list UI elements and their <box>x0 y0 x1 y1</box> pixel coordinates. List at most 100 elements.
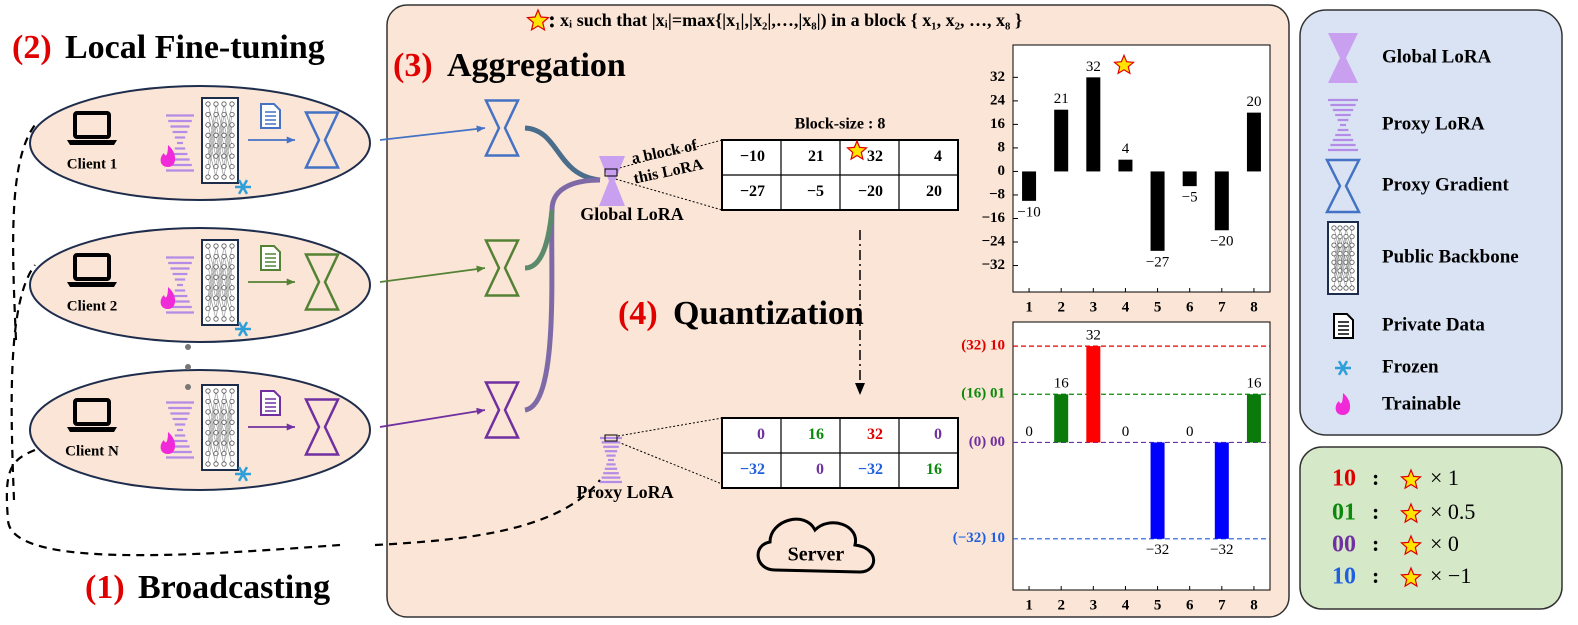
x-tick-label: 4 <box>1122 597 1130 613</box>
table-cell: 20 <box>926 183 942 200</box>
broadcast-path <box>10 264 36 501</box>
backbone-node <box>213 253 219 260</box>
merge-curve <box>524 177 601 413</box>
code: 10 <box>1332 466 1356 492</box>
x-tick-label: 3 <box>1090 597 1098 613</box>
x-tick-label: 8 <box>1250 299 1258 315</box>
backbone-node <box>221 253 227 260</box>
laptop-screen <box>73 253 111 281</box>
code: 00 <box>1332 532 1356 558</box>
y-tick-label: 32 <box>990 69 1005 85</box>
star <box>1113 53 1135 75</box>
laptop-base <box>67 140 117 145</box>
arrowhead <box>476 125 485 133</box>
legend-panel <box>1299 9 1563 436</box>
backbone-edge <box>207 432 217 465</box>
backbone-node <box>205 274 211 280</box>
snowflake <box>1337 360 1349 376</box>
backbone-node <box>1343 285 1349 291</box>
backbone-node <box>221 101 227 107</box>
backbone-node <box>221 174 227 180</box>
backbone-node <box>213 419 219 425</box>
backbone-edge <box>215 245 225 278</box>
step-title: Local Fine-tuning <box>65 29 325 66</box>
table-cell: 32 <box>867 148 883 165</box>
client-ellipse <box>29 227 371 343</box>
colon: : <box>1372 465 1379 490</box>
broadcast-path <box>374 479 601 547</box>
broadcast-path <box>12 124 36 341</box>
bar <box>1086 346 1101 443</box>
hourglass <box>484 239 520 297</box>
table-cell: 4 <box>934 148 942 165</box>
flame <box>160 432 176 454</box>
merge-curve <box>524 125 601 183</box>
legend-label: Private Data <box>1382 314 1485 335</box>
value-label: −20 <box>1210 234 1233 250</box>
backbone-node <box>1349 268 1355 274</box>
backbone-node <box>1337 285 1343 291</box>
global-lora-label: Global LoRA <box>580 204 684 224</box>
backbone-node <box>213 101 219 107</box>
backbone-node <box>205 440 211 446</box>
backbone-node <box>1349 251 1355 257</box>
hourglass <box>1324 158 1362 214</box>
backbone-edge <box>215 287 225 320</box>
backbone-edge <box>223 145 233 178</box>
hourglass <box>304 253 340 311</box>
backbone-edge <box>1333 262 1341 289</box>
backbone-node <box>229 461 235 467</box>
backbone-node <box>221 430 227 436</box>
backbone-node <box>1343 233 1349 240</box>
arrowhead <box>286 278 295 286</box>
bar <box>1054 109 1069 172</box>
backbone-node <box>1337 233 1343 240</box>
backbone-node <box>221 243 227 249</box>
flame <box>160 145 176 167</box>
table-cell: 16 <box>926 461 942 478</box>
definition: xᵢ such that |xᵢ|=max{|x₁|,|x₂|,…,|x₈|) … <box>560 10 1022 31</box>
broadcast-path <box>5 448 341 557</box>
backbone-node <box>205 316 211 322</box>
arrowhead <box>286 423 295 431</box>
value-label: −32 <box>1210 542 1233 558</box>
step-title: Aggregation <box>447 47 626 84</box>
y-tick-label: 0 <box>998 163 1006 179</box>
backbone-node <box>229 153 235 159</box>
x-tick-label: 5 <box>1154 299 1162 315</box>
backbone-node <box>229 122 235 128</box>
backbone-edge <box>223 432 233 465</box>
value-label: −5 <box>1182 190 1198 206</box>
backbone-node <box>205 295 211 301</box>
star <box>1400 502 1422 524</box>
arrowhead <box>286 136 295 144</box>
table-cell: 0 <box>816 461 824 478</box>
backbone-node <box>205 163 211 170</box>
backbone-node <box>229 295 235 301</box>
arrow <box>379 409 486 428</box>
backbone-node <box>213 174 219 180</box>
backbone-node <box>1331 242 1337 248</box>
ellipsis-dot <box>185 384 191 390</box>
backbone-node <box>229 253 235 260</box>
backbone-edge <box>223 287 233 320</box>
value-label: 0 <box>1025 424 1033 440</box>
backbone-node <box>221 143 227 149</box>
client-label: Client 1 <box>67 156 117 172</box>
ellipsis-dot <box>185 364 191 370</box>
backbone-node <box>205 253 211 260</box>
backbone-node <box>213 461 219 467</box>
client-ellipse <box>29 85 371 201</box>
merge-curve <box>524 209 555 271</box>
backbone-edge <box>207 245 217 278</box>
backbone-node <box>229 264 235 270</box>
laptop-screen <box>73 398 111 426</box>
backbone-node <box>205 132 211 138</box>
backbone-node <box>229 274 235 280</box>
value-label: 16 <box>1246 376 1262 392</box>
legend-label: Proxy LoRA <box>1382 113 1485 134</box>
arrowhead <box>855 383 865 395</box>
arrow <box>379 267 486 283</box>
backbone-node <box>213 440 219 446</box>
hourglass <box>484 99 520 157</box>
